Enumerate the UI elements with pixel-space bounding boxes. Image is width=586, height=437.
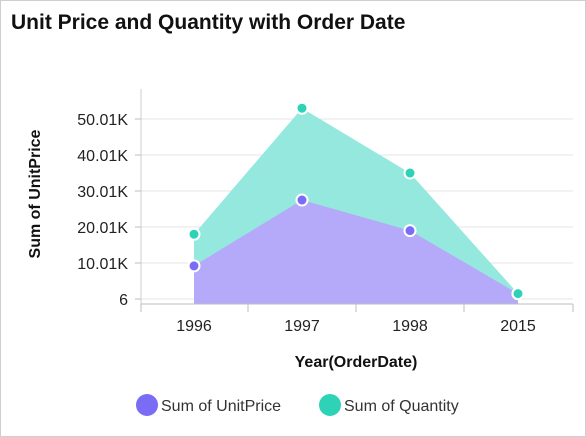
data-point-sum-of-unitprice[interactable] (295, 193, 309, 207)
legend-label: Sum of Quantity (344, 398, 459, 415)
data-point-sum-of-unitprice[interactable] (187, 259, 201, 273)
legend-item-sum-of-unitprice[interactable]: Sum of UnitPrice (136, 394, 281, 416)
data-points[interactable] (187, 101, 525, 301)
data-point-sum-of-quantity[interactable] (187, 227, 201, 241)
x-tick-label: 1998 (392, 318, 428, 335)
y-tick-label: 30.01K (77, 184, 128, 201)
area-sum-of-unitprice (194, 200, 518, 304)
x-tick-label: 1997 (284, 318, 320, 335)
tick-labels: 6 10.01K 20.01K 30.01K 40.01K 50.01K 1996 1997 1… (77, 112, 536, 335)
data-point-sum-of-unitprice[interactable] (403, 224, 417, 238)
x-axis-title: Year(OrderDate) (295, 354, 418, 371)
legend-marker (136, 394, 158, 416)
x-tick-label: 2015 (500, 318, 536, 335)
y-tick-label: 10.01K (77, 256, 128, 273)
y-axis-title: Sum of UnitPrice (27, 129, 44, 258)
legend[interactable]: Sum of UnitPrice Sum of Quantity (136, 394, 459, 416)
y-tick-label: 6 (119, 292, 128, 309)
area-series (194, 108, 518, 304)
x-tick-label: 1996 (176, 318, 212, 335)
legend-label: Sum of UnitPrice (161, 398, 281, 415)
legend-item-sum-of-quantity[interactable]: Sum of Quantity (319, 394, 459, 416)
axes (135, 89, 574, 312)
data-point-sum-of-quantity[interactable] (403, 166, 417, 180)
chart-title: Unit Price and Quantity with Order Date (11, 11, 406, 34)
y-tick-label: 50.01K (77, 112, 128, 129)
legend-marker (319, 394, 341, 416)
data-point-sum-of-quantity[interactable] (295, 101, 309, 115)
y-tick-label: 40.01K (77, 148, 128, 165)
y-tick-label: 20.01K (77, 220, 128, 237)
data-point-sum-of-quantity[interactable] (511, 287, 525, 301)
